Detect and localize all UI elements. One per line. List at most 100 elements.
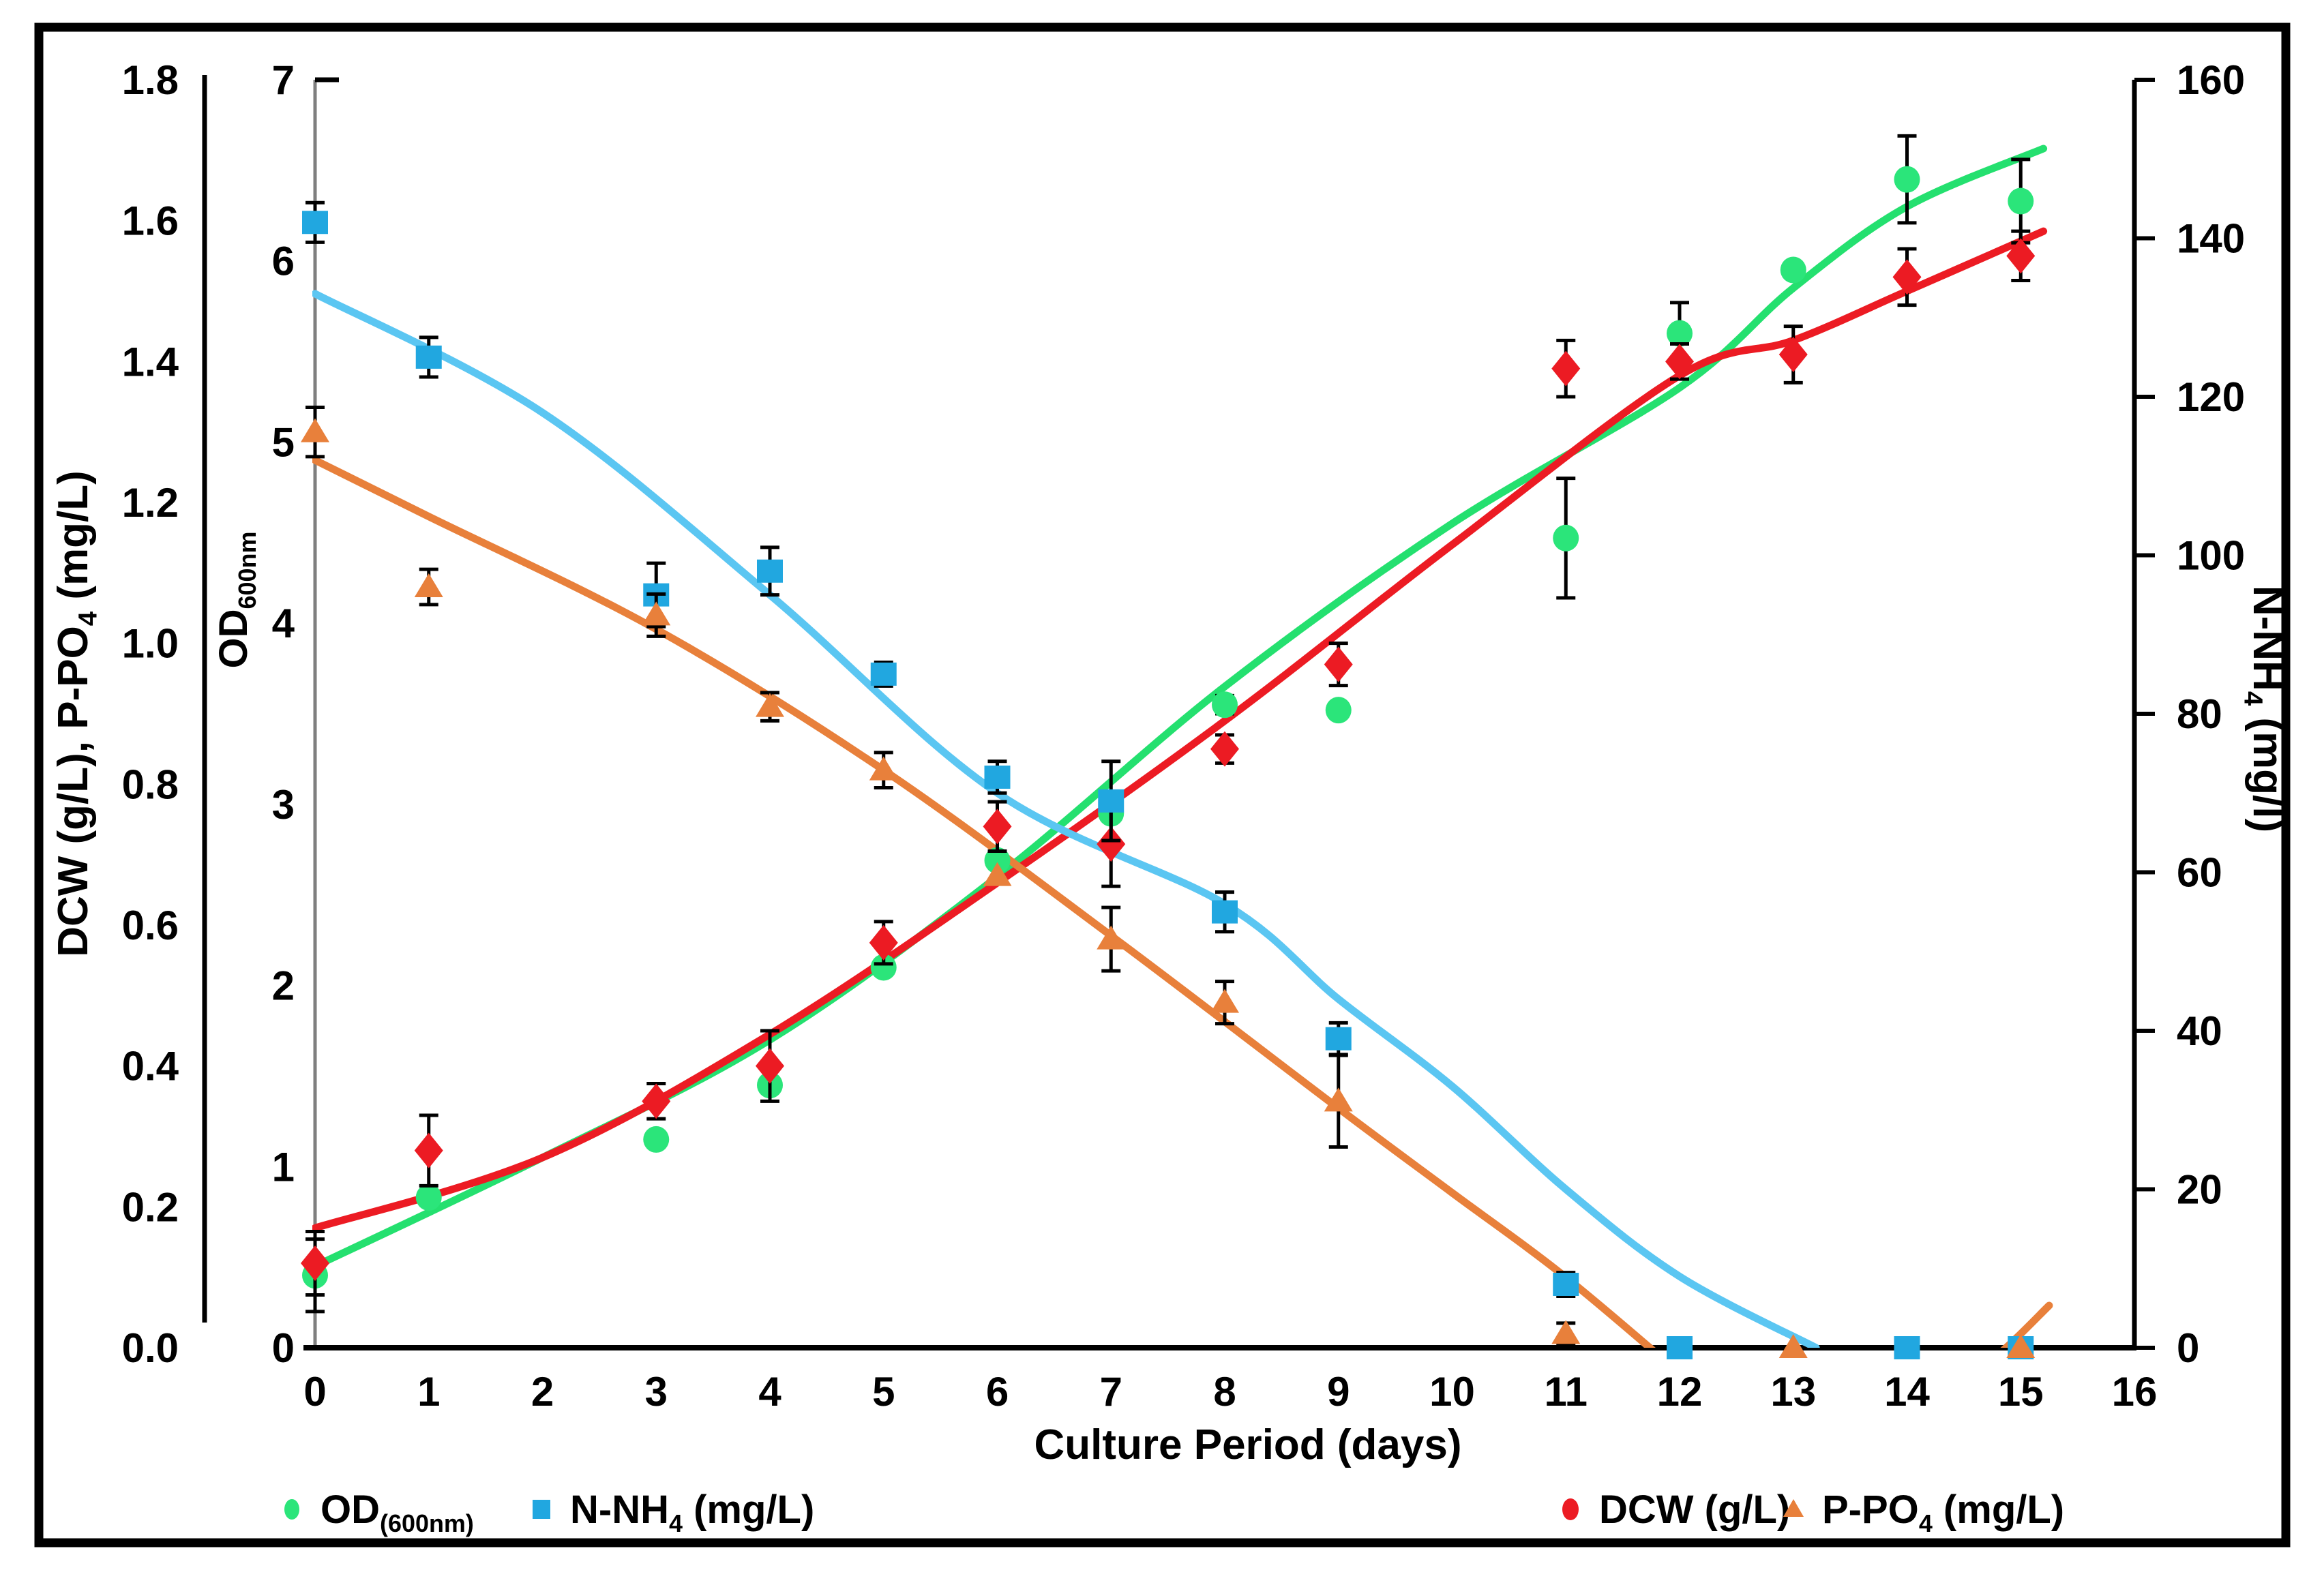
data-point-square — [984, 766, 1011, 789]
x-tick-label: 1 — [417, 1369, 440, 1415]
y-right-tick-label: 0 — [2177, 1325, 2199, 1371]
data-point-circle — [1667, 320, 1693, 347]
legend-marker-dot — [1562, 1498, 1579, 1520]
x-tick-label: 0 — [303, 1369, 326, 1415]
data-point-triangle — [983, 862, 1012, 886]
data-point-diamond — [756, 1048, 784, 1084]
data-point-square — [757, 559, 783, 583]
x-tick-label: 5 — [872, 1369, 895, 1415]
x-axis-title: Culture Period (days) — [1034, 1421, 1462, 1468]
data-point-circle — [1325, 697, 1352, 724]
data-point-triangle — [1551, 1320, 1581, 1344]
data-point-circle — [1553, 524, 1579, 552]
legend-label: OD(600nm) — [321, 1488, 474, 1537]
data-point-triangle — [1778, 1334, 1808, 1358]
x-tick-label: 16 — [2112, 1369, 2158, 1415]
legend-label: P-PO4 (mg/L) — [1822, 1488, 2064, 1537]
y-od-tick-label: 3 — [272, 782, 295, 828]
data-point-triangle — [756, 693, 784, 717]
fit-curve-p-po4-mg-l- — [312, 456, 1656, 1348]
y-od-tick-label: 2 — [272, 963, 295, 1009]
y-od-tick-label: 4 — [272, 601, 295, 646]
x-tick-label: 8 — [1213, 1369, 1236, 1415]
data-point-square — [1894, 1336, 1920, 1359]
tick-labels-layer: 1.81.61.41.21.00.80.60.40.20.07654321016… — [122, 57, 2246, 1415]
data-point-square — [1098, 789, 1124, 813]
figure-border — [34, 22, 2291, 1548]
y-right-tick-label: 100 — [2177, 533, 2245, 579]
y-left-outer-tick-label: 1.6 — [122, 198, 179, 244]
data-point-triangle — [1324, 1087, 1353, 1112]
data-points-layer — [301, 134, 2036, 1359]
y-right-tick-label: 160 — [2177, 57, 2245, 103]
data-point-diamond — [2006, 238, 2036, 274]
data-point-triangle — [642, 601, 671, 626]
y-left-outer-tick-label: 1.4 — [122, 339, 179, 384]
fit-curve-dcw-g-l- — [312, 227, 2048, 1232]
x-tick-label: 6 — [986, 1369, 1009, 1415]
x-tick-label: 11 — [1545, 1369, 1588, 1415]
x-tick-label: 3 — [645, 1369, 668, 1415]
y-od-tick-label: 0 — [272, 1325, 295, 1371]
data-point-diamond — [1665, 344, 1694, 380]
data-point-square — [1553, 1273, 1579, 1296]
y-right-tick-label: 60 — [2177, 850, 2222, 896]
data-point-square — [302, 211, 328, 235]
y-left-outer-tick-label: 0.2 — [122, 1184, 179, 1230]
x-tick-label: 12 — [1657, 1369, 1703, 1415]
x-tick-label: 4 — [758, 1369, 781, 1415]
fit-curve-n-nh4-mg-l- — [312, 290, 1820, 1348]
data-point-diamond — [869, 924, 898, 961]
legend-label: N-NH4 (mg/L) — [570, 1488, 814, 1537]
data-point-diamond — [1551, 350, 1581, 387]
data-point-square — [1667, 1336, 1693, 1359]
y-od-tick-label: 1 — [272, 1144, 295, 1190]
y-left-outer-tick-label: 0.8 — [122, 761, 179, 807]
y-left-outer-axis-title: DCW (g/L), P-PO4 (mg/L) — [50, 470, 103, 957]
data-point-diamond — [414, 1132, 443, 1168]
data-point-circle — [1212, 691, 1238, 719]
data-point-triangle — [1210, 988, 1239, 1013]
fit-curve-p-po4-mg-l-tail — [2000, 1301, 2053, 1348]
legend-marker-square — [533, 1500, 550, 1519]
x-tick-label: 7 — [1100, 1369, 1122, 1415]
data-point-diamond — [1097, 826, 1126, 862]
x-tick-label: 9 — [1327, 1369, 1350, 1415]
data-point-circle — [870, 954, 897, 981]
y-right-tick-label: 20 — [2177, 1167, 2222, 1213]
data-point-square — [1325, 1027, 1352, 1051]
data-point-triangle — [2006, 1334, 2036, 1358]
data-point-circle — [415, 1183, 442, 1211]
data-point-triangle — [869, 756, 898, 781]
legend-item: P-PO4 (mg/L) — [1783, 1488, 2064, 1537]
y-od-tick-label: 7 — [272, 57, 295, 103]
y-right-tick-label: 140 — [2177, 216, 2245, 262]
series-triangle — [301, 406, 2036, 1358]
data-point-triangle — [414, 573, 443, 597]
legend-item: N-NH4 (mg/L) — [533, 1488, 814, 1537]
legend-marker-triangle — [1783, 1499, 1804, 1517]
data-point-triangle — [301, 418, 329, 442]
y-right-tick-label: 40 — [2177, 1008, 2222, 1054]
data-point-diamond — [1778, 337, 1808, 372]
x-tick-label: 2 — [531, 1369, 554, 1415]
data-point-square — [415, 345, 442, 369]
fitted-curves-layer — [312, 145, 2053, 1348]
data-point-diamond — [1210, 731, 1239, 767]
y-left-outer-tick-label: 1.2 — [122, 480, 179, 526]
data-point-circle — [1894, 166, 1920, 193]
x-tick-label: 15 — [1998, 1369, 2044, 1415]
y-od-tick-label: 6 — [272, 239, 295, 284]
data-point-circle — [2008, 187, 2034, 215]
data-point-square — [870, 662, 897, 686]
data-point-triangle — [1097, 925, 1126, 950]
y-right-tick-label: 120 — [2177, 374, 2245, 420]
data-point-diamond — [301, 1246, 329, 1281]
x-tick-label: 10 — [1429, 1369, 1475, 1415]
data-point-square — [1212, 900, 1238, 924]
data-point-circle — [984, 847, 1011, 874]
x-tick-label: 14 — [1884, 1369, 1930, 1415]
data-point-diamond — [1324, 646, 1353, 682]
axis-titles-layer: Culture Period (days) DCW (g/L), P-PO4 (m… — [50, 470, 2291, 1468]
